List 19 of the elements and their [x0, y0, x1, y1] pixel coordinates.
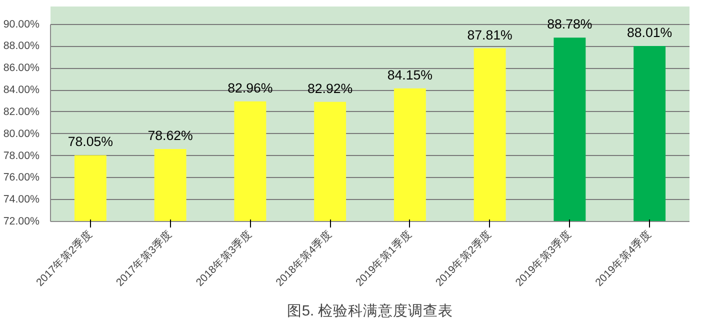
y-tick-label: 84.00% — [3, 84, 40, 96]
y-tick-label: 80.00% — [3, 128, 40, 140]
data-label: 87.81% — [467, 27, 513, 42]
y-tick-label: 78.00% — [3, 150, 40, 162]
y-tick-label: 88.00% — [3, 40, 40, 52]
y-tick-label: 86.00% — [3, 62, 40, 74]
y-tick-label: 72.00% — [3, 216, 40, 228]
data-label: 78.05% — [68, 134, 114, 150]
data-label: 84.15% — [387, 67, 433, 82]
data-label: 82.96% — [228, 80, 273, 96]
data-label: 88.78% — [547, 16, 592, 32]
data-label: 82.92% — [307, 80, 353, 96]
y-tick-label: 74.00% — [3, 194, 40, 206]
data-label: 88.01% — [626, 25, 672, 40]
y-tick-label: 90.00% — [3, 18, 40, 30]
y-tick-label: 76.00% — [3, 172, 40, 184]
caption: 图5. 检验科满意度调查表 — [286, 302, 454, 320]
y-tick-label: 82.00% — [3, 106, 40, 118]
data-label: 78.62% — [148, 128, 194, 143]
